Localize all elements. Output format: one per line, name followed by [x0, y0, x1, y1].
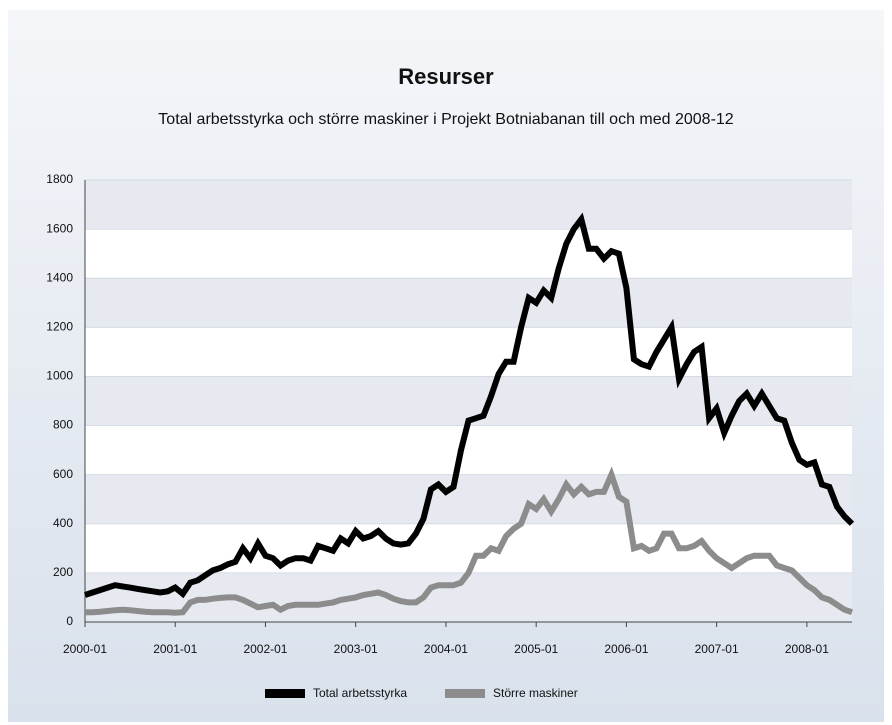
x-tick-label: 2004-01	[424, 642, 468, 656]
y-tick-label: 600	[53, 467, 73, 481]
y-tick-label: 200	[53, 565, 73, 579]
grid-band	[85, 278, 852, 328]
y-tick-label: 1800	[46, 172, 73, 186]
grid-band	[85, 474, 852, 524]
series-line	[85, 466, 853, 616]
x-tick-label: 2002-01	[243, 642, 287, 656]
y-tick-label: 1000	[46, 369, 73, 383]
legend-label: Större maskiner	[493, 686, 578, 700]
y-tick-label: 1400	[46, 270, 73, 284]
x-tick-label: 2007-01	[695, 642, 739, 656]
x-tick-label: 2000-01	[63, 642, 107, 656]
grid-band	[85, 376, 852, 426]
y-tick-label: 800	[53, 418, 73, 432]
x-tick-label: 2005-01	[514, 642, 558, 656]
legend-label: Total arbetsstyrka	[313, 686, 407, 700]
x-tick-label: 2006-01	[604, 642, 648, 656]
series-line	[84, 212, 855, 599]
chart-subtitle: Total arbetsstyrka och större maskiner i…	[158, 111, 734, 128]
y-tick-label: 400	[53, 516, 73, 530]
legend-swatch	[265, 689, 305, 698]
x-tick-label: 2001-01	[153, 642, 197, 656]
grid-band	[85, 180, 852, 230]
chart-title: Resurser	[398, 64, 494, 89]
y-tick-label: 0	[66, 614, 73, 628]
y-tick-label: 1200	[46, 320, 73, 334]
y-tick-label: 1600	[46, 221, 73, 235]
x-tick-label: 2003-01	[334, 642, 378, 656]
legend-swatch	[445, 689, 485, 698]
x-tick-label: 2008-01	[785, 642, 829, 656]
